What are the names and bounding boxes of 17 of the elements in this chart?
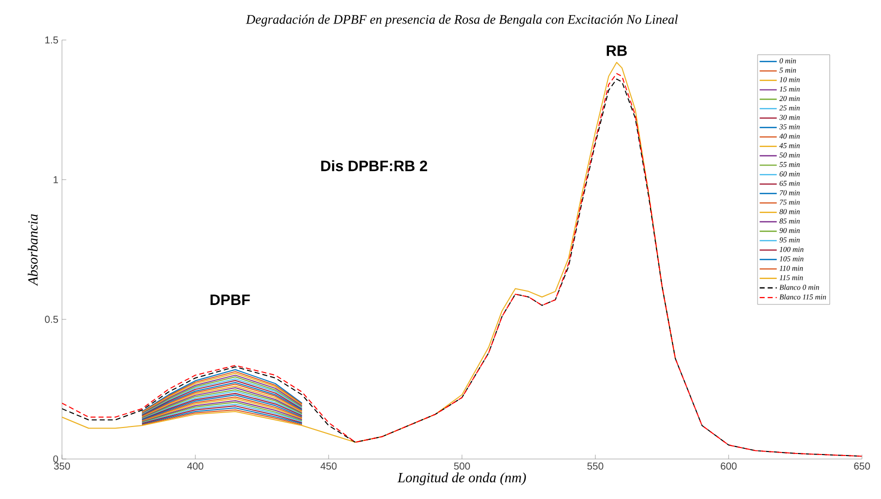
x-tick-label: 350 (54, 462, 70, 470)
x-tick-label: 500 (454, 462, 470, 470)
chart-title: Degradación de DPBF en presencia de Rosa de Bengala con Excitación No Lineal (246, 14, 678, 26)
y-tick-label: 1 (54, 176, 58, 184)
x-axis-title: Longitud de onda (nm) (397, 472, 526, 486)
y-tick-label: 0 (53, 455, 58, 463)
x-tick-label: 550 (587, 462, 604, 470)
annotation: Dis DPBF:RB 2 (321, 160, 428, 172)
y-axis-title: Absorbancia (28, 214, 38, 286)
x-tick-label: 450 (320, 462, 337, 470)
y-tick-label: 1.5 (45, 36, 58, 44)
annotation: RB (606, 45, 627, 56)
x-tick-label: 600 (720, 462, 737, 470)
x-tick-label: 400 (187, 462, 204, 470)
annotation: DPBF (210, 294, 250, 305)
y-tick-label: 0.5 (44, 316, 58, 323)
x-tick-label: 650 (854, 462, 870, 470)
